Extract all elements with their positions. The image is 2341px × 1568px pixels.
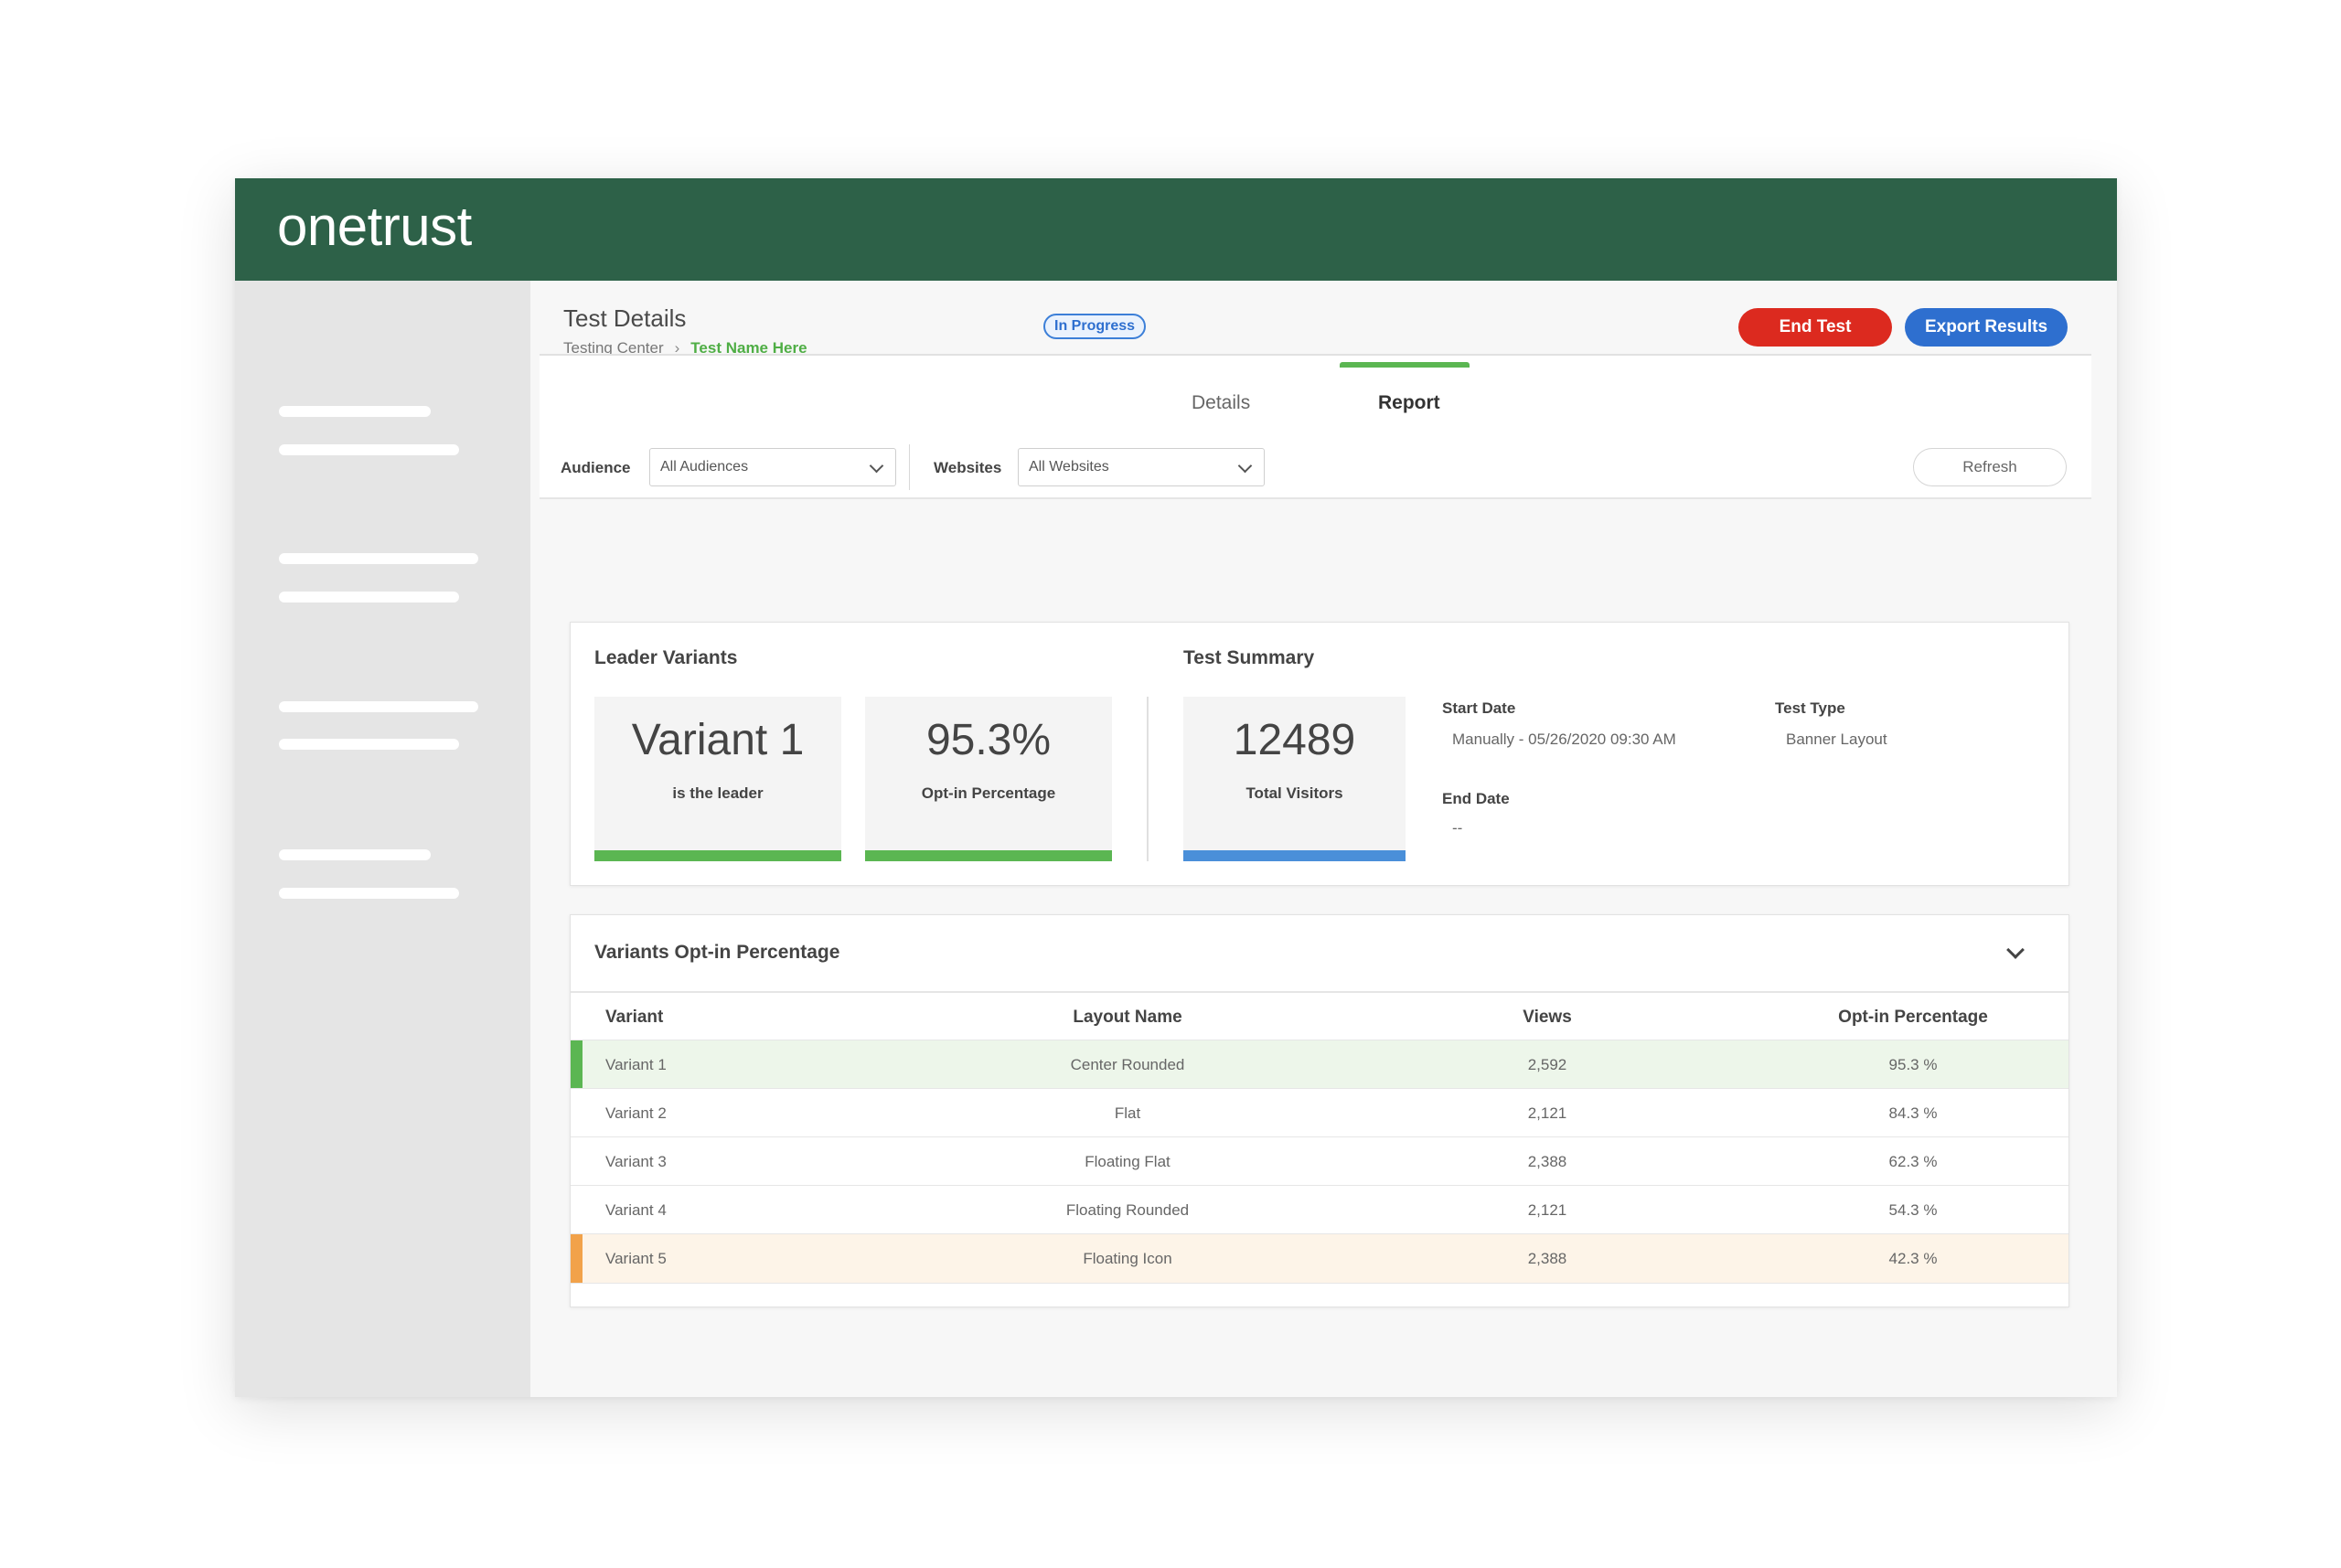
breadcrumb-parent[interactable]: Testing Center (563, 339, 664, 357)
optin-percentage-value: 95.3% (925, 716, 1052, 764)
column-header-layout-name[interactable]: Layout Name (1073, 1008, 1182, 1027)
table-row[interactable]: Variant 2 Flat 2,121 84.3 % (571, 1088, 2068, 1137)
total-visitors-value: 12489 (1233, 716, 1356, 764)
sidebar (235, 281, 530, 1397)
websites-label: Websites (934, 459, 1002, 476)
lowest-row-marker (571, 1234, 583, 1283)
sidebar-item-placeholder[interactable] (279, 406, 431, 417)
chevron-down-icon (1237, 458, 1253, 474)
start-date-value: Manually - 05/26/2020 09:30 AM (1452, 731, 1676, 748)
summary-card: Leader Variants Test Summary Variant 1 i… (570, 622, 2069, 886)
summary-divider (1147, 697, 1149, 861)
end-test-button[interactable]: End Test (1738, 308, 1892, 347)
tab-bar: Details Report (540, 356, 2091, 440)
variant-cell: Variant 5 (605, 1250, 667, 1267)
filter-bar: Audience All Audiences Websites All Webs… (540, 437, 2091, 499)
variant-cell: Variant 2 (605, 1104, 667, 1122)
column-header-variant[interactable]: Variant (605, 1008, 664, 1027)
optin-percentage-cell: 84.3 % (1888, 1104, 1938, 1122)
sidebar-item-placeholder[interactable] (279, 849, 431, 860)
end-date-label: End Date (1442, 790, 1510, 807)
breadcrumb: Testing Center › Test Name Here (563, 339, 807, 357)
layout-name-cell: Floating Icon (1083, 1250, 1172, 1267)
sidebar-item-placeholder[interactable] (279, 888, 459, 899)
table-row[interactable]: Variant 5 Floating Icon 2,388 42.3 % (571, 1233, 2068, 1284)
variant-cell: Variant 1 (605, 1056, 667, 1073)
audience-select-value: All Audiences (660, 459, 749, 475)
sidebar-item-placeholder[interactable] (279, 553, 478, 564)
leader-variants-title: Leader Variants (594, 647, 738, 668)
onetrust-logo[interactable]: onetrust (277, 196, 472, 257)
test-type-label: Test Type (1775, 699, 1845, 717)
table-row[interactable]: Variant 4 Floating Rounded 2,121 54.3 % (571, 1185, 2068, 1234)
websites-select[interactable]: All Websites (1018, 448, 1265, 486)
leader-variant-value: Variant 1 (631, 716, 805, 764)
optin-percentage-bar (865, 850, 1112, 861)
chevron-down-icon[interactable] (2006, 941, 2025, 959)
views-cell: 2,592 (1527, 1056, 1567, 1073)
column-header-optin-percentage[interactable]: Opt-in Percentage (1838, 1008, 1988, 1027)
refresh-button[interactable]: Refresh (1913, 448, 2067, 486)
optin-percentage-cell: 62.3 % (1888, 1153, 1938, 1170)
layout-name-cell: Flat (1114, 1104, 1141, 1122)
sidebar-item-placeholder[interactable] (279, 701, 478, 712)
variant-cell: Variant 3 (605, 1153, 667, 1170)
layout-name-cell: Center Rounded (1070, 1056, 1185, 1073)
leader-variant-bar (594, 850, 841, 861)
test-type-value: Banner Layout (1786, 731, 1887, 748)
sidebar-item-placeholder[interactable] (279, 592, 459, 603)
breadcrumb-separator-icon: › (674, 339, 680, 357)
header-divider (540, 354, 2091, 356)
total-visitors-tile: 12489 Total Visitors (1183, 697, 1406, 861)
variants-card: Variants Opt-in Percentage Variant Layou… (570, 914, 2069, 1307)
app-window: onetrust Test Details Testing Center › Tes… (235, 178, 2117, 1397)
optin-percentage-cell: 54.3 % (1888, 1201, 1938, 1219)
audience-select[interactable]: All Audiences (649, 448, 896, 486)
active-tab-indicator (1340, 362, 1470, 368)
filter-divider (909, 444, 910, 490)
main-content: Test Details Testing Center › Test Name He… (530, 281, 2117, 1397)
status-badge: In Progress (1043, 314, 1147, 339)
sidebar-item-placeholder[interactable] (279, 444, 459, 455)
leader-variant-tile: Variant 1 is the leader (594, 697, 841, 861)
start-date-label: Start Date (1442, 699, 1516, 717)
layout-name-cell: Floating Rounded (1065, 1201, 1190, 1219)
optin-percentage-caption: Opt-in Percentage (921, 784, 1056, 802)
optin-percentage-cell: 42.3 % (1888, 1250, 1938, 1267)
layout-name-cell: Floating Flat (1085, 1153, 1170, 1170)
variant-cell: Variant 4 (605, 1201, 667, 1219)
top-bar: onetrust (235, 178, 2117, 281)
leader-variant-caption: is the leader (672, 784, 764, 802)
views-cell: 2,121 (1527, 1201, 1567, 1219)
export-results-button[interactable]: Export Results (1905, 308, 2068, 347)
table-row[interactable]: Variant 3 Floating Flat 2,388 62.3 % (571, 1136, 2068, 1186)
tab-details[interactable]: Details (1192, 392, 1251, 413)
sidebar-item-placeholder[interactable] (279, 739, 459, 750)
total-visitors-caption: Total Visitors (1245, 784, 1343, 802)
test-summary-title: Test Summary (1183, 647, 1315, 668)
variants-table-title: Variants Opt-in Percentage (594, 942, 840, 963)
end-date-value: -- (1452, 819, 1463, 837)
table-header: Variant Layout Name Views Opt-in Percent… (571, 991, 2068, 1041)
total-visitors-bar (1183, 850, 1406, 861)
websites-select-value: All Websites (1029, 459, 1109, 475)
column-header-views[interactable]: Views (1523, 1008, 1572, 1027)
optin-percentage-cell: 95.3 % (1888, 1056, 1938, 1073)
views-cell: 2,121 (1527, 1104, 1567, 1122)
optin-percentage-tile: 95.3% Opt-in Percentage (865, 697, 1112, 861)
views-cell: 2,388 (1527, 1250, 1567, 1267)
page-title: Test Details (563, 304, 687, 332)
leader-row-marker (571, 1040, 583, 1089)
views-cell: 2,388 (1527, 1153, 1567, 1170)
tab-report[interactable]: Report (1378, 392, 1440, 413)
breadcrumb-current: Test Name Here (690, 339, 807, 357)
table-row[interactable]: Variant 1 Center Rounded 2,592 95.3 % (571, 1040, 2068, 1089)
chevron-down-icon (869, 458, 884, 474)
audience-label: Audience (561, 459, 631, 476)
